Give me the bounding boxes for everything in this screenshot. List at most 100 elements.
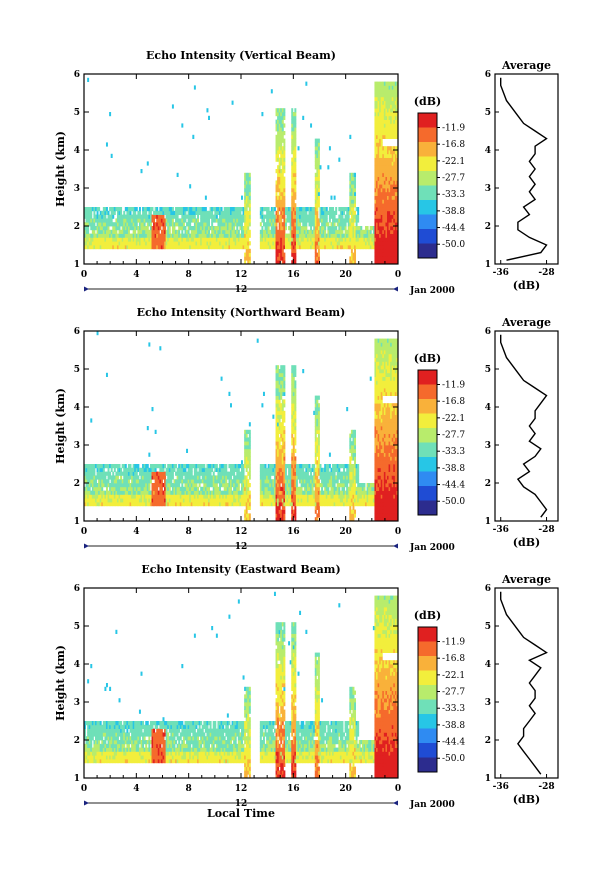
echo-cell xyxy=(377,172,380,177)
echo-cell xyxy=(394,153,397,158)
echo-cell xyxy=(160,233,163,238)
echo-cell xyxy=(330,241,333,246)
echo-cell xyxy=(159,486,162,491)
echo-cell xyxy=(211,245,214,250)
echo-cell xyxy=(203,498,206,503)
echo-cell xyxy=(190,502,193,507)
echo-cell xyxy=(314,433,317,438)
echo-cell xyxy=(382,256,385,261)
echo-cell xyxy=(84,207,86,212)
echo-cell xyxy=(149,214,152,219)
echo-cell xyxy=(388,229,391,234)
echo-cell xyxy=(281,376,284,381)
echo-cell xyxy=(382,248,385,253)
echo-cell xyxy=(105,222,108,227)
echo-cell xyxy=(204,498,207,503)
echo-cell xyxy=(113,490,116,495)
echo-cell xyxy=(225,486,228,491)
echo-cell xyxy=(140,490,143,495)
echo-cell xyxy=(85,207,88,212)
echo-cell xyxy=(225,233,228,238)
echo-cell xyxy=(154,214,157,219)
echo-cell xyxy=(228,218,231,223)
echo-cell xyxy=(394,241,397,246)
echo-cell xyxy=(247,229,250,234)
echo-cell xyxy=(302,222,305,227)
echo-cell xyxy=(291,369,294,374)
echo-cell xyxy=(206,464,209,469)
echo-cell xyxy=(226,245,229,250)
echo-cell xyxy=(277,486,280,491)
echo-cell xyxy=(388,248,391,253)
echo-cell xyxy=(247,210,250,215)
echo-cell xyxy=(277,123,280,128)
echo-cell xyxy=(162,494,165,499)
echo-cell xyxy=(317,429,320,434)
echo-cell xyxy=(87,229,90,234)
echo-cell xyxy=(280,486,283,491)
echo-cell xyxy=(299,210,302,215)
echo-cell xyxy=(393,188,396,193)
echo-cell xyxy=(176,207,179,212)
echo-cell xyxy=(98,483,101,488)
echo-cell xyxy=(154,233,157,238)
echo-cell xyxy=(132,486,135,491)
echo-cell xyxy=(211,237,214,242)
echo-cell xyxy=(291,134,294,139)
echo-cell xyxy=(377,81,380,86)
echo-cell xyxy=(234,479,237,484)
echo-cell xyxy=(388,172,391,177)
echo-cell xyxy=(127,471,130,476)
echo-cell xyxy=(341,218,344,223)
echo-cell xyxy=(299,475,302,480)
echo-cell xyxy=(225,229,228,234)
echo-cell xyxy=(109,494,112,499)
colorbar-label: -44.4 xyxy=(442,224,465,234)
echo-cell xyxy=(186,471,189,476)
echo-cell xyxy=(357,218,360,223)
echo-cell xyxy=(380,191,383,196)
echo-cell xyxy=(195,464,198,469)
echo-cell xyxy=(178,241,181,246)
echo-cell xyxy=(355,207,358,212)
echo-cell xyxy=(101,210,104,215)
echo-cell xyxy=(275,365,278,370)
echo-cell xyxy=(316,169,319,174)
echo-cell xyxy=(189,214,192,219)
echo-cell xyxy=(248,448,251,453)
echo-cell xyxy=(134,475,137,480)
echo-cell xyxy=(124,237,127,242)
echo-cell xyxy=(350,218,353,223)
echo-cell xyxy=(118,498,121,503)
echo-cell xyxy=(294,407,297,412)
echo-cell xyxy=(142,464,145,469)
echo-cell xyxy=(204,210,207,215)
echo-cell xyxy=(280,426,283,431)
echo-cell xyxy=(294,233,297,238)
echo-cell xyxy=(182,233,185,238)
average-title: Average xyxy=(501,59,551,72)
echo-cell xyxy=(140,169,143,174)
echo-cell xyxy=(209,494,212,499)
echo-cell xyxy=(184,214,187,219)
echo-cell xyxy=(294,475,297,480)
echo-cell xyxy=(346,229,349,234)
echo-cell xyxy=(377,112,380,117)
echo-cell xyxy=(380,161,383,166)
echo-cell xyxy=(170,245,173,250)
echo-cell xyxy=(104,207,107,212)
echo-cell xyxy=(374,115,377,120)
echo-cell xyxy=(289,207,292,212)
echo-cell xyxy=(292,127,295,132)
echo-cell xyxy=(173,210,176,215)
echo-cell xyxy=(394,81,397,86)
echo-cell xyxy=(204,207,207,212)
echo-cell xyxy=(104,494,107,499)
echo-cell xyxy=(157,245,160,250)
echo-cell xyxy=(294,448,297,453)
echo-cell xyxy=(120,237,123,242)
echo-cell xyxy=(264,471,267,476)
echo-cell xyxy=(112,214,115,219)
echo-cell xyxy=(184,464,187,469)
echo-cell xyxy=(352,229,355,234)
